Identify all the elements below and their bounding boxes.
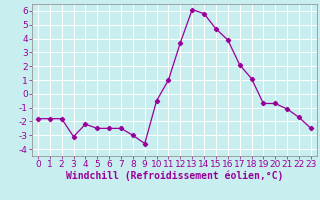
X-axis label: Windchill (Refroidissement éolien,°C): Windchill (Refroidissement éolien,°C): [66, 171, 283, 181]
